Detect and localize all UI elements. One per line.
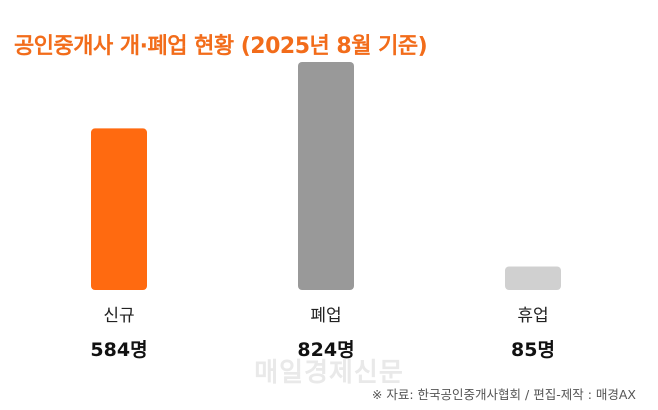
source-note: ※ 자료: 한국공인중개사협회 / 편집-제작 : 매경AX bbox=[371, 387, 636, 402]
value-label: 824명 bbox=[297, 339, 354, 361]
value-label: 85명 bbox=[511, 339, 555, 361]
bar-2 bbox=[298, 62, 354, 290]
category-label: 휴업 bbox=[517, 306, 548, 326]
bar-1 bbox=[91, 128, 147, 290]
category-label: 신규 bbox=[103, 306, 134, 326]
bar-3 bbox=[505, 266, 561, 290]
value-label: 584명 bbox=[90, 339, 147, 361]
category-label: 폐업 bbox=[310, 306, 341, 326]
chart-title: 공인중개사 개·폐업 현황 (2025년 8월 기준) bbox=[14, 34, 428, 59]
watermark: 매일경제신문 bbox=[254, 358, 404, 388]
